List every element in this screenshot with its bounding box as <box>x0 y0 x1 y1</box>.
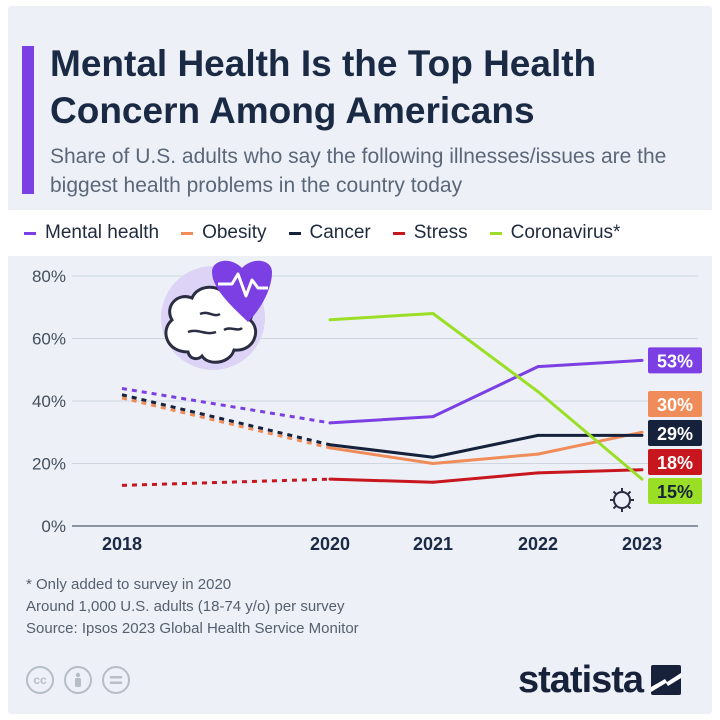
end-label-box <box>648 478 702 504</box>
legend-label: Coronavirus* <box>510 222 621 243</box>
y-tick-label: 60% <box>32 330 66 349</box>
series-segment <box>328 446 435 465</box>
x-tick-label: 2023 <box>622 534 662 554</box>
series-segment <box>431 471 540 484</box>
virus-icon <box>610 488 634 512</box>
series-segment <box>431 312 540 394</box>
virus-spike <box>626 490 632 496</box>
equals-icon <box>110 676 122 684</box>
chart-legend: Mental health Obesity Cancer Stress Coro… <box>8 210 712 256</box>
footnote: * Only added to survey in 2020 <box>26 576 232 593</box>
nd-icon[interactable] <box>102 666 130 694</box>
end-value-label: 29% <box>657 424 693 444</box>
series-segment <box>328 415 435 425</box>
legend-item-cancer: Cancer <box>288 222 371 244</box>
title-accent-bar <box>22 46 34 194</box>
x-tick-label: 2020 <box>310 534 350 554</box>
series-segment <box>121 477 331 487</box>
end-label-box <box>648 449 702 475</box>
virus-body <box>613 491 631 509</box>
end-value-label: 15% <box>657 482 693 502</box>
x-tick-label: 2022 <box>518 534 558 554</box>
legend-label: Stress <box>413 222 468 243</box>
chart-notes: * Only added to survey in 2020 Around 1,… <box>26 574 626 640</box>
heart-icon <box>212 260 272 322</box>
y-tick-label: 0% <box>41 517 66 536</box>
series-segment <box>328 312 435 322</box>
end-label-box <box>648 347 702 374</box>
virus-spike <box>612 490 618 496</box>
brand-name: statista <box>518 659 644 701</box>
legend-label: Mental health <box>45 222 160 243</box>
legend-swatch <box>288 231 301 235</box>
line-chart: 0% 20% 40% 60% 80% 53% 30% 29% 18% 15% 2018 2020 202… <box>32 260 702 554</box>
series-segment <box>431 433 540 459</box>
legend-swatch <box>392 231 405 235</box>
legend-item-mental-health: Mental health <box>24 222 159 244</box>
chart-subtitle: Share of U.S. adults who say the followi… <box>50 145 667 197</box>
by-icon[interactable] <box>64 666 92 694</box>
legend-item-stress: Stress <box>392 222 468 244</box>
series-segment <box>536 468 644 475</box>
legend-label: Cancer <box>309 222 371 243</box>
sample-note: Around 1,000 U.S. adults (18-74 y/o) per… <box>26 598 345 615</box>
y-tick-label: 40% <box>32 392 66 411</box>
series-segment <box>431 365 540 419</box>
end-value-label: 53% <box>657 351 693 371</box>
brain-folds <box>187 311 243 335</box>
legend-item-obesity: Obesity <box>181 222 267 244</box>
chart-title: Mental Health Is the Top Health Concern … <box>50 43 597 131</box>
cc-icon[interactable]: cc <box>26 666 54 694</box>
x-tick-label: 2021 <box>413 534 453 554</box>
series-segment <box>121 393 331 447</box>
series-segment <box>121 396 331 450</box>
x-tick-label: 2018 <box>102 534 142 554</box>
series-segment <box>328 443 435 459</box>
source-note: Source: Ipsos 2023 Global Health Service… <box>26 620 359 637</box>
y-tick-label: 20% <box>32 455 66 474</box>
infographic-card: Mental Health Is the Top Health Concern … <box>8 6 712 714</box>
legend-label: Obesity <box>202 222 267 243</box>
end-value-label: 18% <box>657 453 693 473</box>
legend-item-coronavirus: Coronavirus* <box>489 222 621 244</box>
legend-swatch <box>24 231 36 235</box>
end-label-box <box>648 420 702 446</box>
person-icon <box>75 672 81 687</box>
end-value-label: 30% <box>657 395 693 415</box>
heartbeat-line <box>218 272 268 298</box>
virus-spike <box>626 504 632 510</box>
virus-spike <box>612 504 618 510</box>
brain-heart-icon <box>161 260 272 370</box>
series-segment <box>328 477 435 484</box>
brand-logo[interactable]: statista <box>518 659 682 701</box>
y-tick-label: 80% <box>32 267 66 286</box>
legend-swatch <box>489 231 502 235</box>
legend-swatch <box>181 231 194 235</box>
series-segment <box>431 452 540 465</box>
license-icons: cc <box>26 666 130 694</box>
end-label-box <box>648 391 702 417</box>
series-segment <box>536 358 644 369</box>
statista-mark-icon <box>651 665 682 695</box>
series-segment <box>536 390 644 481</box>
